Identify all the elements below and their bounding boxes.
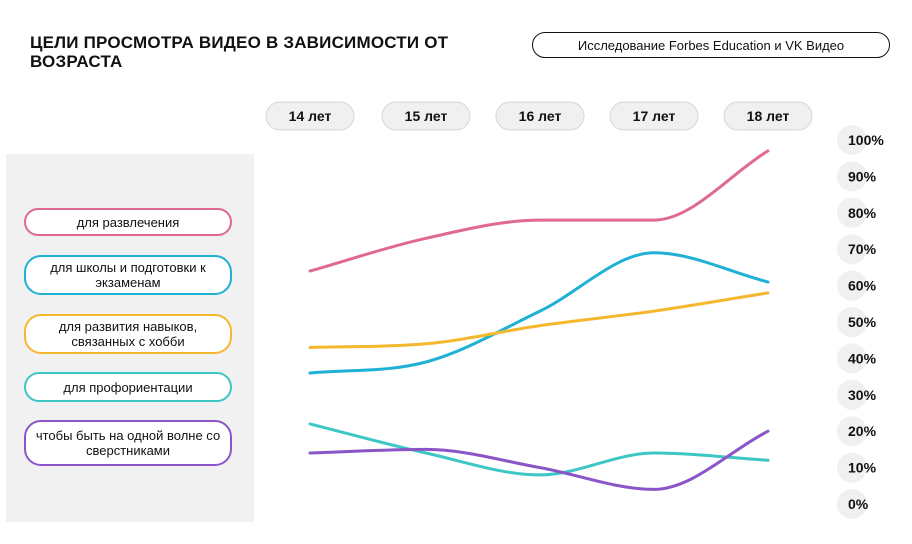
y-tick-label: 10% — [848, 460, 877, 476]
y-tick-bg — [837, 270, 867, 301]
y-tick-label: 40% — [848, 350, 877, 366]
y-tick-label: 70% — [848, 241, 877, 257]
legend-item: для школы и подготовки к экзаменам — [24, 255, 232, 295]
y-tick-bg — [837, 416, 867, 447]
series-line — [308, 149, 770, 273]
y-tick-label: 20% — [848, 423, 877, 439]
x-tick-pill — [495, 101, 585, 131]
y-tick-label: 30% — [848, 387, 877, 403]
x-tick-pill — [381, 101, 471, 131]
legend-item: для развлечения — [24, 208, 232, 236]
y-tick-label: 80% — [848, 205, 877, 221]
y-tick-label: 60% — [848, 278, 877, 294]
x-tick-label: 18 лет — [747, 108, 790, 124]
y-tick-bg — [837, 307, 867, 337]
x-tick-label: 16 лет — [519, 108, 562, 124]
y-tick-bg — [837, 379, 867, 410]
y-tick-bg — [837, 161, 867, 192]
y-tick-bg — [837, 125, 867, 155]
y-tick-bg — [837, 234, 867, 265]
chart-title: ЦЕЛИ ПРОСМОТРА ВИДЕО В ЗАВИСИМОСТИ ОТ ВО… — [30, 33, 449, 71]
legend-item: для развития навыков, связанных с хобби — [24, 314, 232, 354]
y-tick-label: 50% — [848, 314, 877, 330]
series-layer — [308, 149, 770, 491]
y-tick-bg — [837, 452, 867, 483]
y-axis: 100% 90% 80% 70% 60% 50% 40% 30% 20% 10% 0% — [837, 125, 884, 519]
source-badge: Исследование Forbes Education и VK Видео — [532, 32, 890, 58]
legend-panel: для развлечения для школы и подготовки к… — [6, 154, 254, 522]
y-tick-label: 100% — [848, 132, 884, 148]
series-line — [308, 291, 770, 349]
y-tick-bg — [837, 197, 867, 228]
x-tick-label: 17 лет — [633, 108, 676, 124]
y-tick-label: 90% — [848, 168, 877, 184]
x-tick-pill — [265, 101, 355, 131]
x-axis: 14 лет 15 лет 16 лет 17 лет 18 лет — [265, 101, 813, 131]
x-tick-label: 15 лет — [405, 108, 448, 124]
y-tick-label: 0% — [848, 496, 869, 512]
legend-item: для профориентации — [24, 372, 232, 402]
x-tick-label: 14 лет — [289, 108, 332, 124]
series-line — [308, 429, 770, 491]
legend-item: чтобы быть на одной волне со сверстникам… — [24, 420, 232, 466]
series-line — [308, 422, 770, 477]
y-tick-bg — [837, 489, 867, 519]
x-tick-pill — [723, 101, 813, 131]
y-tick-bg — [837, 343, 867, 374]
series-line — [308, 251, 770, 375]
x-tick-pill — [609, 101, 699, 131]
